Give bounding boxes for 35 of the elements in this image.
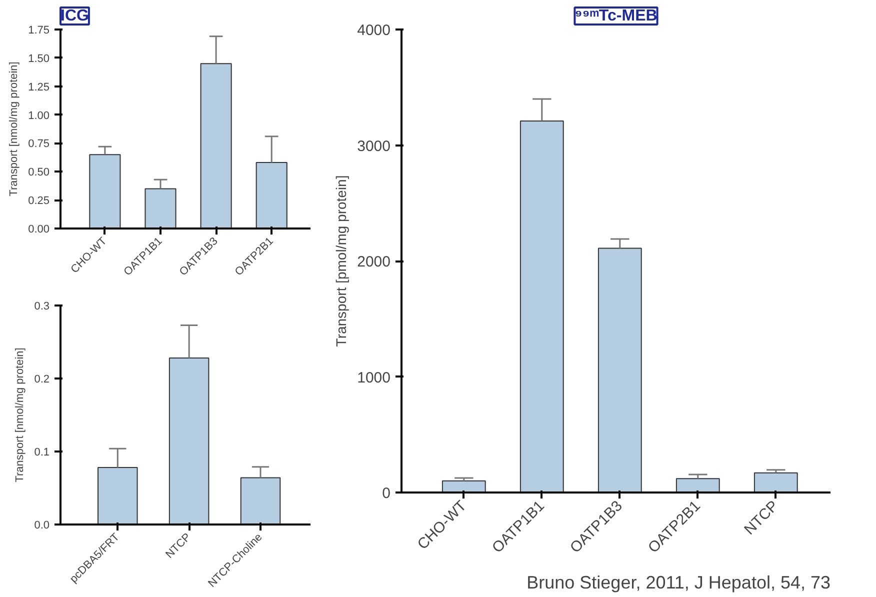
chart-title: ⁹⁹ᵐTc-MEB <box>574 8 658 24</box>
y-tick-label: 2000 <box>357 254 391 270</box>
y-tick-label: 0.3 <box>34 300 50 312</box>
y-axis-title: Transport [nmol/mg protein] <box>8 62 20 196</box>
y-tick-label: 0.00 <box>28 224 50 236</box>
y-tick-label: 1000 <box>357 369 391 386</box>
bar <box>598 248 642 492</box>
bar <box>240 477 281 524</box>
bar <box>520 120 564 492</box>
y-tick-label: 0.1 <box>34 446 50 458</box>
bar <box>754 472 798 492</box>
y-tick-label: 3000 <box>357 138 391 155</box>
y-tick-label: 1.00 <box>28 110 50 122</box>
bar <box>89 154 121 228</box>
y-tick-label: 0 <box>382 485 390 502</box>
y-tick-label: 1.50 <box>28 52 50 65</box>
y-axis-title: Transport [pmol/mg protein] <box>333 175 350 347</box>
y-tick-label: 1.75 <box>28 24 50 36</box>
bar <box>98 467 138 524</box>
bar <box>144 188 176 228</box>
y-tick-label: 0.0 <box>34 520 50 532</box>
chart-title: ICG <box>60 8 89 24</box>
bar <box>442 480 486 492</box>
y-tick-label: 0.25 <box>28 195 50 208</box>
bar <box>256 162 288 228</box>
text: Bruno Stieger, 2011, J Hepatol, 54, 73 <box>526 572 830 592</box>
bar <box>676 478 720 492</box>
y-tick-label: 1.25 <box>28 81 50 94</box>
bar <box>200 63 232 228</box>
bar <box>168 358 210 524</box>
y-tick-label: 0.75 <box>28 138 50 150</box>
y-axis-title: Transport [nmol/mg protein] <box>14 348 26 482</box>
y-tick-label: 0.50 <box>28 166 50 179</box>
y-tick-label: 0.2 <box>34 374 50 386</box>
y-tick-label: 4000 <box>357 22 391 39</box>
